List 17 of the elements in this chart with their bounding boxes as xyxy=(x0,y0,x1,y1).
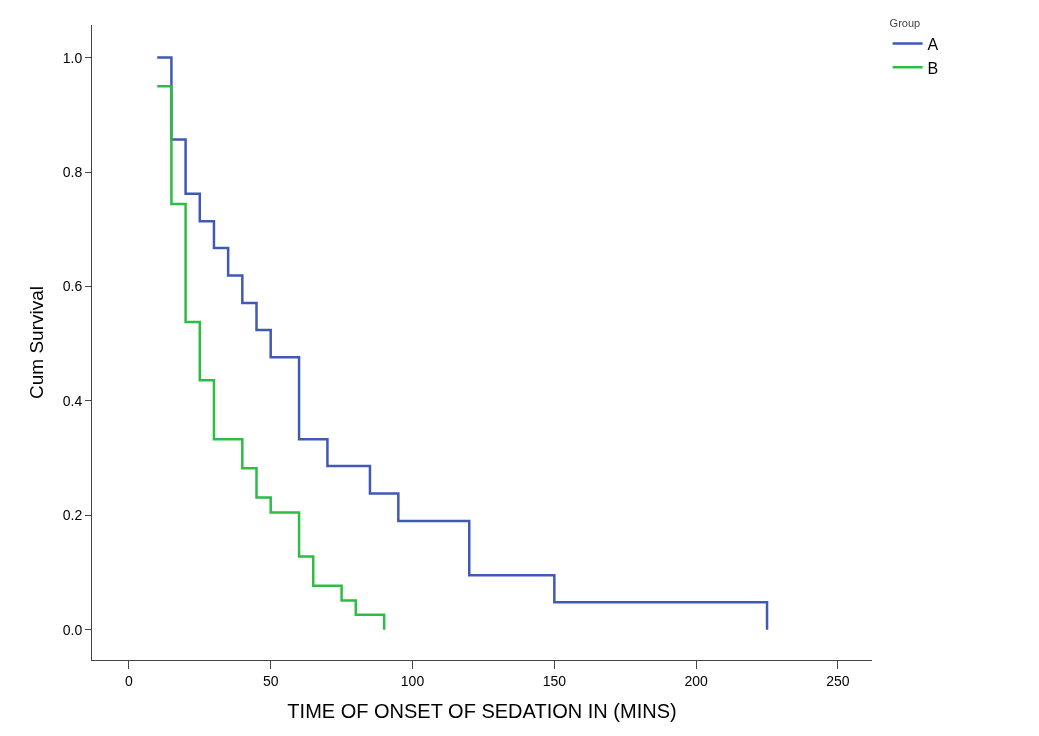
legend-label: A xyxy=(927,35,939,53)
legend-label: B xyxy=(927,59,939,77)
x-tick-label: 150 xyxy=(542,672,567,689)
x-tick-label: 0 xyxy=(124,672,133,689)
x-tick-label: 50 xyxy=(262,672,279,689)
x-tick-label: 250 xyxy=(826,672,850,689)
y-tick-label: 0.4 xyxy=(62,392,83,409)
x-tick-label: 200 xyxy=(684,672,709,689)
y-axis-title: Cum Survival xyxy=(25,286,47,399)
y-tick-label: 1.0 xyxy=(62,49,83,66)
y-tick-label: 0.2 xyxy=(62,507,83,524)
y-tick-label: 0.0 xyxy=(62,621,83,638)
legend-title: Group xyxy=(889,16,921,29)
x-tick-label: 100 xyxy=(400,672,425,689)
y-tick-label: 0.8 xyxy=(62,163,83,180)
x-axis-title: TIME OF ONSET OF SEDATION IN (MINS) xyxy=(287,700,677,723)
y-tick-label: 0.6 xyxy=(62,278,83,295)
